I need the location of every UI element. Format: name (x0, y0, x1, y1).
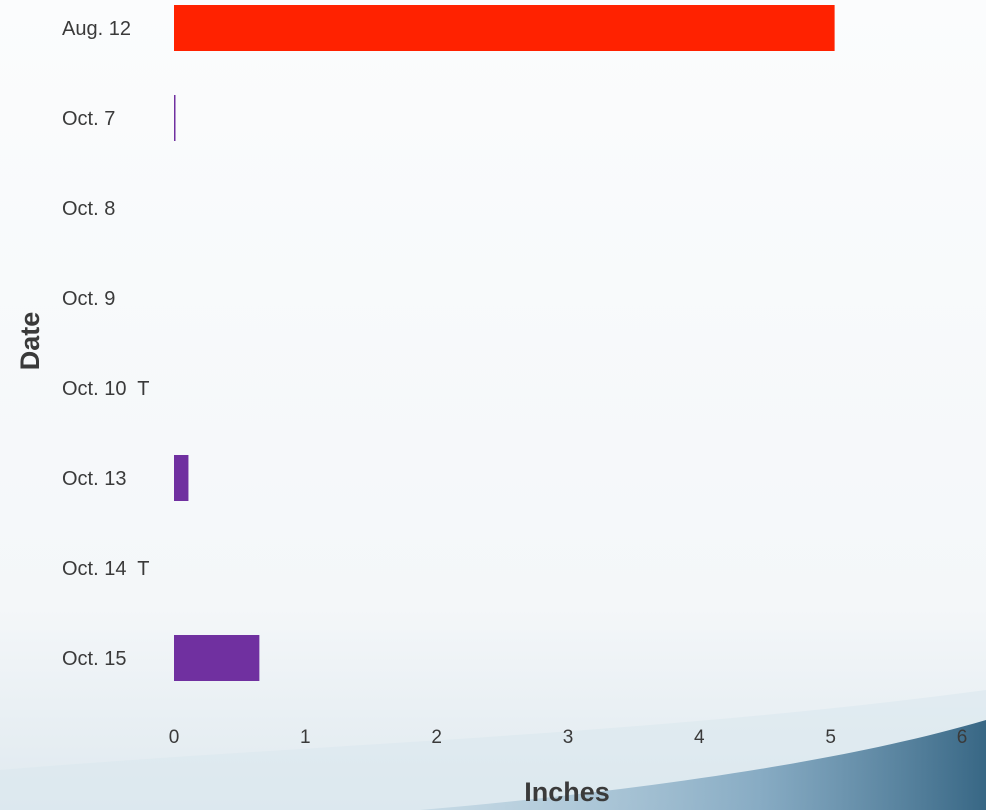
y-axis-title: Date (15, 312, 45, 371)
category-label: Oct. 7 (62, 108, 115, 130)
category-label: Oct. 9 (62, 288, 115, 310)
bar (174, 5, 835, 51)
x-tick-label: 1 (300, 727, 311, 748)
decorative-swoosh-dark (420, 720, 986, 810)
x-tick-label: 0 (169, 727, 180, 748)
category-label: Oct. 10 T (62, 378, 149, 400)
bars-group (174, 5, 835, 681)
category-label: Aug. 12 (62, 18, 131, 40)
category-labels: Aug. 12 Oct. 7 Oct. 8 Oct. 9 Oct. 10 T Oct. 1… (62, 18, 149, 670)
x-axis-title: Inches (524, 777, 610, 807)
bar (174, 455, 189, 501)
x-tick-label: 5 (825, 727, 836, 748)
x-tick-label: 2 (431, 727, 442, 748)
bar (174, 95, 176, 141)
category-label: Oct. 14 T (62, 558, 149, 580)
category-label: Oct. 8 (62, 198, 115, 220)
x-tick-label: 4 (694, 727, 705, 748)
bar (174, 635, 260, 681)
x-tick-label: 3 (563, 727, 574, 748)
x-tick-labels: 0 1 2 3 4 5 6 (169, 727, 968, 748)
category-label: Oct. 13 (62, 468, 126, 490)
x-tick-label: 6 (957, 727, 968, 748)
category-label: Oct. 15 (62, 648, 126, 670)
